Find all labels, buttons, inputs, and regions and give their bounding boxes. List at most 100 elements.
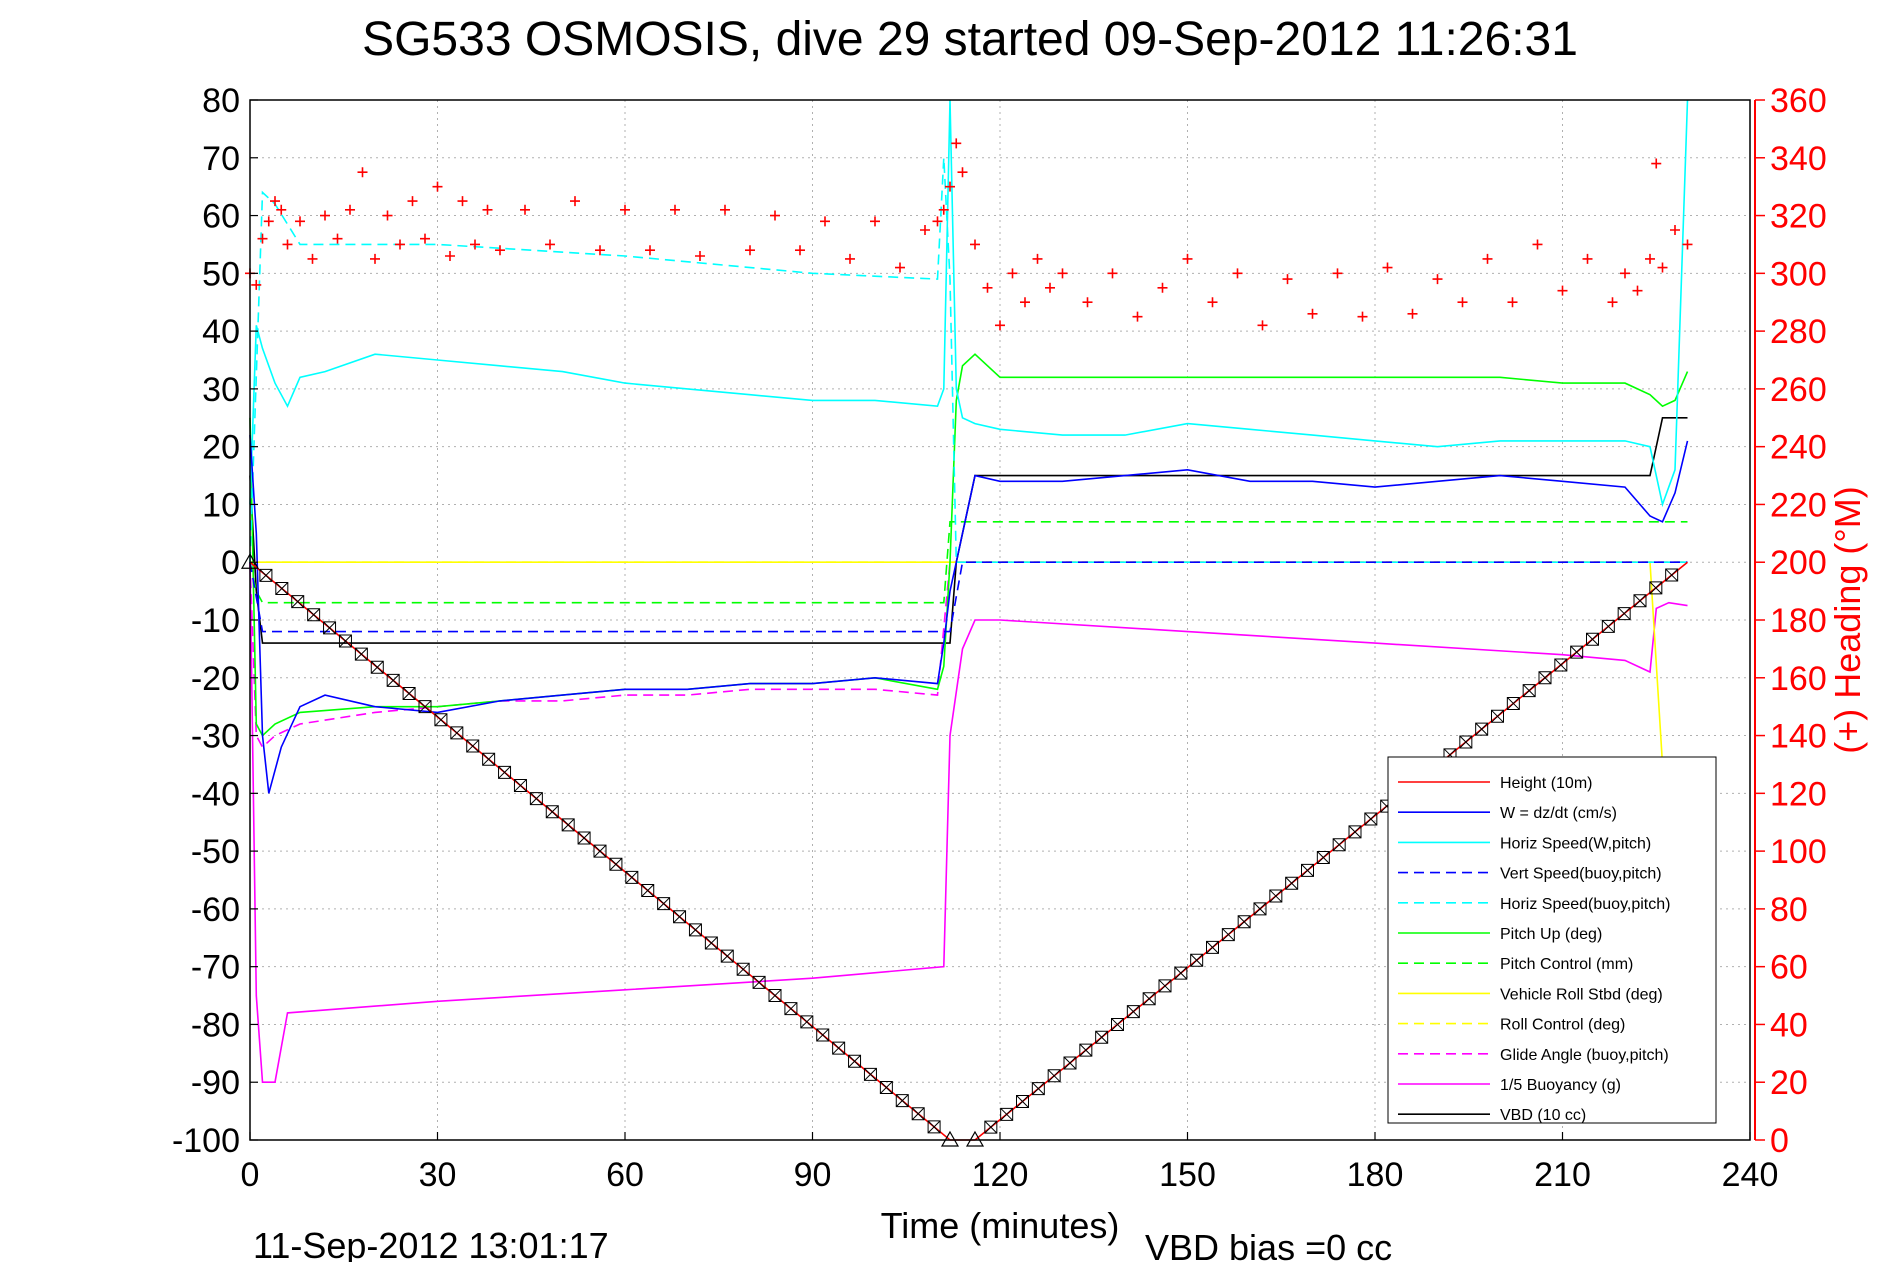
heading-marker	[1457, 297, 1468, 308]
depth-marker	[1142, 992, 1156, 1006]
y-right-tick-label: 60	[1770, 949, 1808, 987]
heading-marker	[620, 204, 630, 215]
x-axis-ticks: 0 30 60 90 120 150 180 210 240	[241, 1132, 1778, 1194]
x-tick-label: 180	[1347, 1156, 1404, 1194]
depth-marker	[291, 595, 305, 609]
heading-marker	[957, 167, 968, 178]
depth-marker	[720, 949, 734, 963]
legend-box	[1387, 756, 1717, 1124]
legend-label: 1/5 Buoyancy (g)	[1500, 1077, 1621, 1094]
heading-marker	[276, 204, 287, 215]
turn-marker	[965, 1130, 985, 1147]
depth-marker	[370, 660, 384, 674]
depth-marker	[1459, 735, 1473, 749]
depth-marker	[513, 778, 527, 792]
x-tick-label: 60	[606, 1156, 644, 1194]
heading-marker	[670, 204, 680, 215]
heading-marker	[307, 253, 318, 264]
y-right-tick-label: 20	[1770, 1064, 1808, 1102]
heading-marker	[1332, 268, 1343, 279]
heading-marker	[870, 216, 880, 227]
depth-marker	[466, 739, 480, 753]
heading-marker	[1357, 311, 1368, 322]
heading-marker	[1645, 253, 1655, 264]
heading-marker	[1020, 297, 1030, 308]
depth-marker	[1554, 658, 1568, 672]
depth-marker	[386, 673, 400, 687]
y-right-tick-label: 80	[1770, 891, 1808, 929]
heading-marker	[945, 181, 955, 192]
heading-marker	[1045, 282, 1055, 293]
heading-marker	[820, 216, 830, 227]
turn-marker	[940, 1130, 960, 1147]
heading-marker	[982, 282, 993, 293]
heading-marker	[370, 253, 380, 264]
legend-label: VBD (10 cc)	[1500, 1107, 1586, 1124]
heading-marker	[1482, 253, 1493, 264]
heading-marker	[695, 251, 705, 261]
y-left-tick-label: -20	[191, 660, 240, 698]
heading-marker	[1032, 253, 1043, 264]
x-tick-label: 150	[1159, 1156, 1216, 1194]
y-right-tick-label: 0	[1770, 1122, 1789, 1160]
series-line-vert-speed-buoy-pitch	[249, 561, 1688, 633]
depth-marker	[1079, 1043, 1093, 1057]
y-right-tick-label: 200	[1770, 544, 1827, 582]
y-left-tick-label: 50	[202, 255, 240, 293]
heading-marker	[1382, 262, 1393, 273]
heading-marker	[457, 196, 468, 207]
heading-marker	[1532, 239, 1543, 250]
depth-marker	[927, 1120, 941, 1134]
y-right-tick-label: 360	[1770, 82, 1827, 120]
depth-marker	[863, 1067, 877, 1081]
depth-marker	[641, 884, 655, 898]
heading-marker	[282, 239, 293, 250]
y-right-tick-label: 120	[1770, 775, 1827, 813]
heading-marker	[1107, 268, 1118, 279]
depth-marker	[1491, 709, 1504, 723]
y-right-tick-label: 300	[1770, 255, 1827, 293]
depth-marker	[1364, 812, 1378, 826]
series-line-w-dz-dt-cm-s	[249, 435, 1689, 794]
y-left-tick-label: 40	[202, 313, 240, 351]
x-tick-label: 120	[972, 1156, 1029, 1194]
depth-marker	[657, 897, 671, 911]
heading-marker	[1307, 308, 1318, 319]
depth-marker	[984, 1120, 998, 1134]
heading-marker	[1232, 268, 1243, 279]
depth-marker	[879, 1080, 893, 1094]
heading-marker	[320, 210, 330, 221]
heading-marker	[1182, 253, 1193, 264]
x-axis-label: Time (minutes)	[881, 1205, 1120, 1246]
y-left-tick-label: 10	[202, 486, 240, 524]
heading-marker	[1432, 274, 1443, 285]
y-left-tick-label: -100	[172, 1122, 240, 1160]
heading-marker	[845, 253, 855, 264]
depth-marker	[1570, 645, 1584, 659]
heading-marker	[382, 210, 393, 221]
heading-marker	[295, 216, 305, 227]
depth-marker	[275, 581, 289, 595]
legend-label: Horiz Speed(W,pitch)	[1500, 835, 1651, 852]
y-right-tick-label: 180	[1770, 602, 1827, 640]
heading-marker	[1607, 297, 1618, 308]
series-line-horiz-speed-buoy-pitch	[249, 157, 1688, 564]
depth-marker	[1649, 581, 1663, 595]
y-left-tick-label: -30	[191, 718, 240, 756]
depth-marker	[1665, 568, 1679, 582]
legend-label: Pitch Control (mm)	[1500, 956, 1633, 973]
legend-label: Vehicle Roll Stbd (deg)	[1500, 986, 1663, 1003]
x-tick-label: 90	[794, 1156, 832, 1194]
depth-marker	[434, 713, 448, 727]
legend-label: Vert Speed(buoy,pitch)	[1500, 866, 1662, 883]
series-line-pitch-up-deg	[249, 353, 1689, 737]
depth-marker	[561, 818, 575, 832]
left-y-axis-ticks: 80 70 60 50 40 30 20 10 0 -10 -20 -30 -40 -50 -60 -70 -8…	[172, 82, 258, 1160]
depth-marker	[1031, 1082, 1045, 1096]
depth-marker	[800, 1015, 814, 1029]
heading-marker	[938, 204, 949, 215]
y-right-tick-label: 220	[1770, 486, 1827, 524]
y-left-tick-label: 20	[202, 429, 240, 467]
heading-markers	[245, 138, 1693, 331]
depth-marker	[498, 765, 512, 779]
